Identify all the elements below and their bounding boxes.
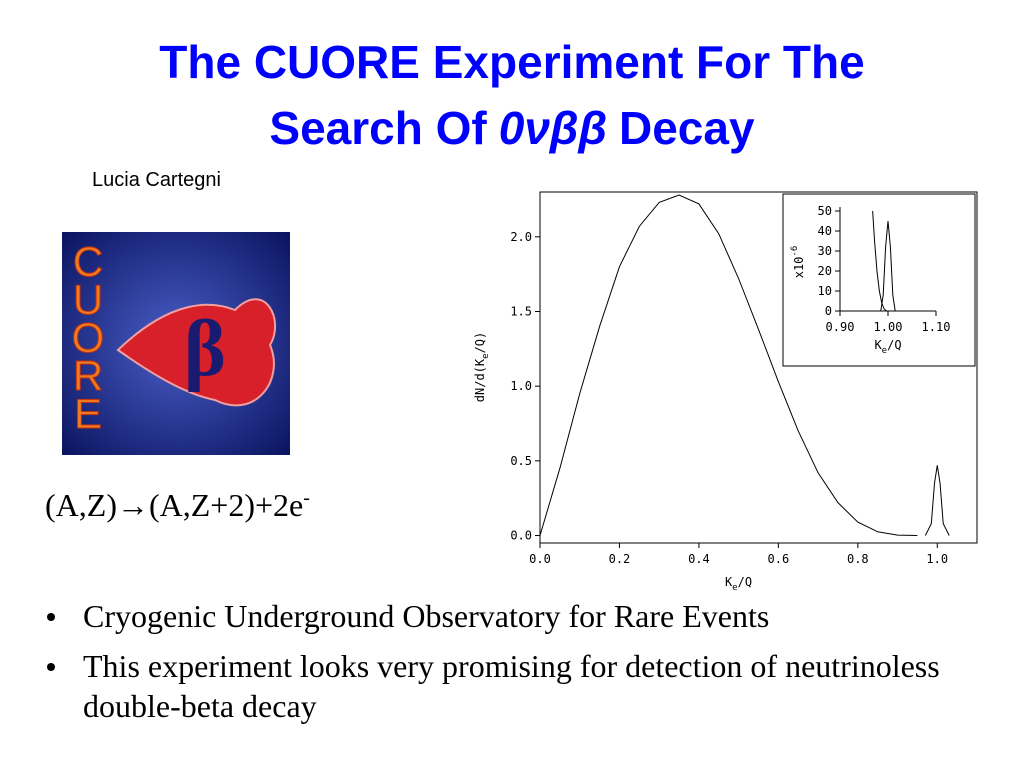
y-axis-label: dN/d(Ke/Q) [473, 332, 491, 402]
equation: (A,Z)→(A,Z+2)+2e- [45, 487, 310, 523]
logo-letter: O [72, 314, 105, 361]
x-tick-label: 1.00 [874, 320, 903, 334]
y-tick-label: 0 [825, 304, 832, 318]
logo-letters: CUORE [71, 238, 105, 438]
logo-letter: U [73, 276, 103, 323]
logo-heart [116, 298, 276, 407]
equation-text: (A,Z)→(A,Z+2)+2e [45, 487, 303, 523]
author: Lucia Cartegni [92, 169, 221, 191]
x-label-text: /Q [887, 338, 901, 352]
equation-superscript: - [303, 487, 310, 509]
y-tick-label: 20 [818, 264, 832, 278]
x-tick-label: 0.4 [688, 552, 710, 566]
y-tick-label: 30 [818, 244, 832, 258]
y-label-part: -6 [790, 246, 800, 257]
inset-frame [782, 193, 976, 367]
y-tick-label: 40 [818, 224, 832, 238]
title-text: Search Of [269, 102, 487, 154]
title-italic: 0νββ [499, 102, 607, 154]
plot-frame [539, 191, 978, 544]
x-tick-label: 1.10 [922, 320, 951, 334]
y-tick-label: 0.0 [510, 529, 532, 543]
y-label-part: e [481, 353, 491, 358]
y-label-part: dN/d(K [473, 358, 487, 402]
data-line [880, 220, 896, 312]
x-tick-label: 0.2 [609, 552, 631, 566]
y-tick-label: 2.0 [510, 230, 532, 244]
x-axis-label: Ke/Q [874, 338, 901, 356]
x-tick-label: 0.90 [826, 320, 855, 334]
y-tick-label: 10 [818, 284, 832, 298]
y-tick-label: 0.5 [510, 454, 532, 468]
x-label-subscript: e [882, 346, 887, 356]
logo: β CUORE [62, 232, 290, 455]
y-label-part: x10 [792, 257, 806, 279]
x-tick-label: 0.8 [847, 552, 869, 566]
x-label-text: K [874, 338, 882, 352]
x-label-subscript: e [732, 583, 737, 593]
x-tick-label: 0.6 [768, 552, 790, 566]
charts: 0.0 0.5 1.0 1.5 2.0 0.0 0.2 0.4 0.6 0.8 1.0 Ke/Q dN/… [473, 194, 951, 593]
title-line1: The CUORE Experiment For The [159, 36, 864, 88]
title-text: Decay [619, 102, 755, 154]
y-label-part: /Q) [473, 332, 487, 354]
bullet-list: Cryogenic Underground Observatory for Ra… [45, 596, 1005, 736]
logo-letter: C [73, 238, 103, 285]
x-axis-label: Ke/Q [725, 575, 752, 593]
y-tick-label: 50 [818, 204, 832, 218]
y-tick-label: 1.5 [510, 304, 532, 318]
logo-letter: E [74, 390, 102, 437]
logo-letter: R [73, 352, 103, 399]
data-line [539, 194, 918, 537]
bullet: This experiment looks very promising for… [45, 646, 1005, 726]
logo-symbol: β [184, 305, 226, 393]
y-tick-label: 1.0 [510, 379, 532, 393]
y-axis-label: x10-6 [790, 246, 806, 279]
bullet: Cryogenic Underground Observatory for Ra… [45, 596, 1005, 636]
title-line2: Search Of 0νββ Decay [269, 102, 755, 154]
x-tick-label: 1.0 [926, 552, 948, 566]
data-line [872, 210, 887, 312]
x-label-text: /Q [738, 575, 752, 589]
data-line [924, 465, 950, 536]
x-label-text: K [725, 575, 733, 589]
x-tick-label: 0.0 [529, 552, 551, 566]
